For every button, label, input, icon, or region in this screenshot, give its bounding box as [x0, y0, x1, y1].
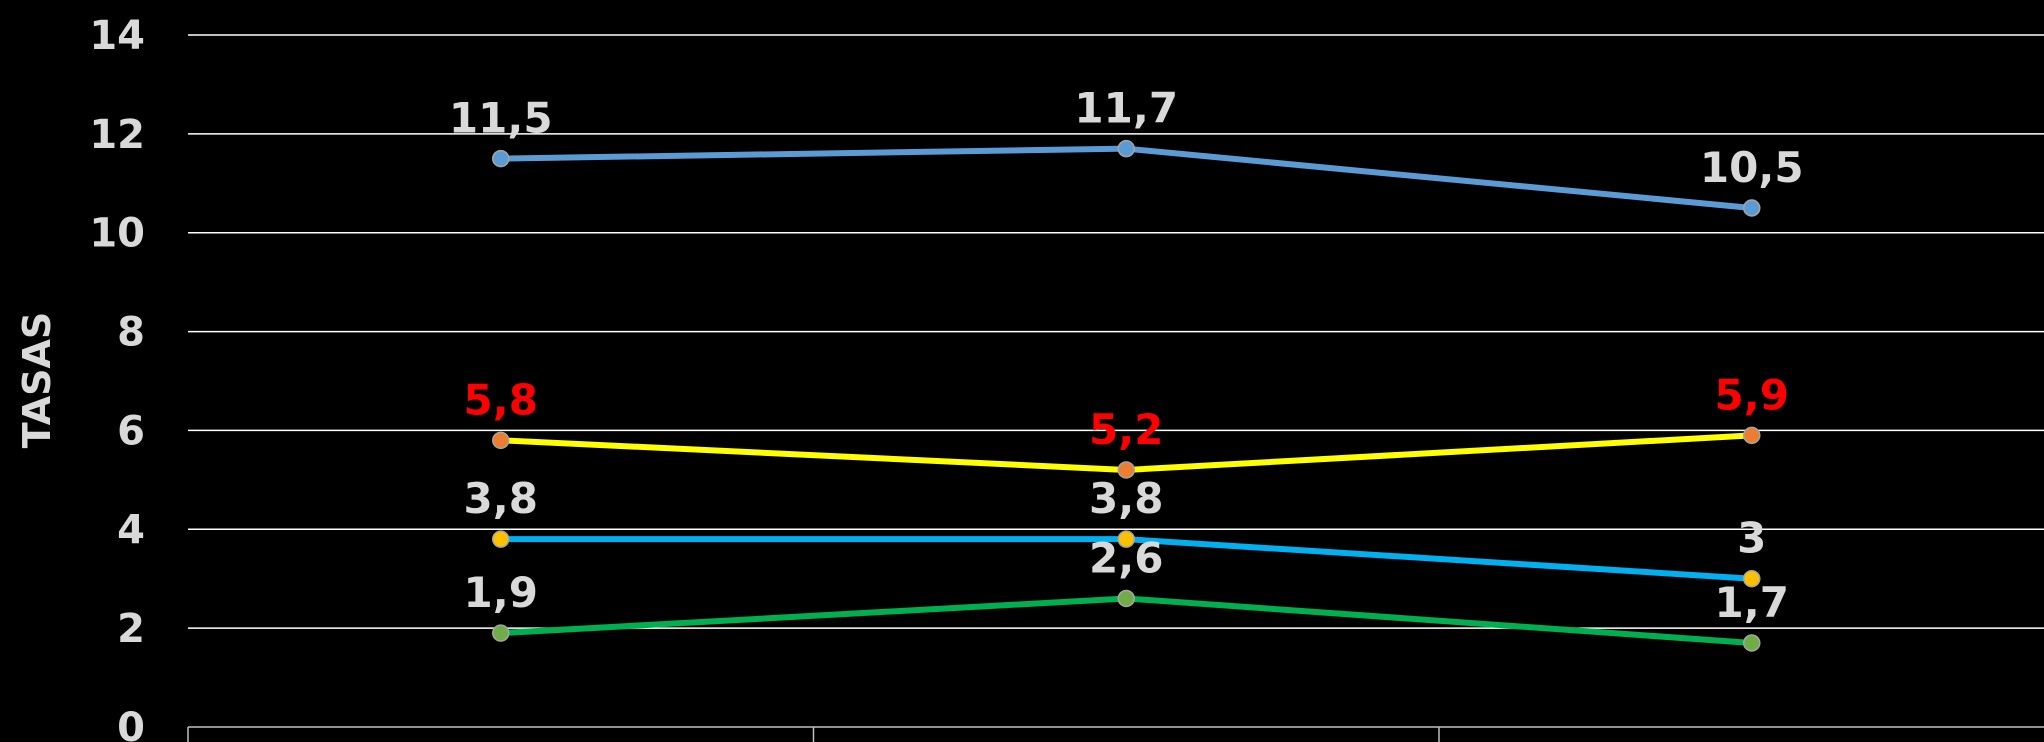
data-point — [1743, 634, 1761, 652]
data-label: 5,9 — [1715, 370, 1789, 419]
data-label: 3 — [1737, 514, 1766, 563]
y-axis-title: TASAS — [15, 312, 59, 449]
data-point — [1743, 199, 1761, 217]
data-point — [1117, 139, 1135, 158]
data-point — [492, 530, 510, 548]
data-label: 3,8 — [1089, 474, 1163, 523]
data-labels: 11,5 11,7 10,5 5,8 5,2 5,9 3,8 3,8 3 1,9 2,6 1,7 — [449, 84, 1804, 627]
x-axis — [187, 726, 2044, 742]
data-point — [1117, 530, 1135, 548]
y-tick-label: 4 — [117, 507, 145, 553]
data-point — [492, 624, 510, 642]
data-label: 10,5 — [1700, 143, 1804, 192]
series-group — [492, 139, 1761, 652]
data-label: 1,7 — [1715, 578, 1789, 627]
y-tick-label: 2 — [117, 606, 145, 652]
y-tick-label: 8 — [117, 310, 145, 356]
data-point — [1117, 589, 1135, 608]
data-point — [492, 149, 510, 168]
data-point — [1743, 569, 1761, 588]
data-label: 1,9 — [464, 568, 538, 617]
y-axis-ticks: 0 2 4 6 8 10 12 14 — [89, 13, 145, 742]
data-point — [492, 431, 510, 450]
y-tick-label: 0 — [117, 705, 145, 742]
y-tick-label: 10 — [89, 211, 145, 257]
y-tick-label: 12 — [89, 112, 145, 158]
data-label: 11,7 — [1074, 84, 1178, 133]
data-label: 2,6 — [1089, 533, 1163, 582]
data-label: 5,8 — [464, 375, 538, 424]
data-label: 5,2 — [1089, 405, 1163, 454]
data-point — [1117, 461, 1135, 479]
y-tick-label: 6 — [117, 408, 145, 454]
data-point — [1743, 426, 1761, 445]
y-tick-label: 14 — [89, 13, 145, 59]
data-label: 3,8 — [464, 474, 538, 523]
data-label: 11,5 — [449, 94, 553, 143]
